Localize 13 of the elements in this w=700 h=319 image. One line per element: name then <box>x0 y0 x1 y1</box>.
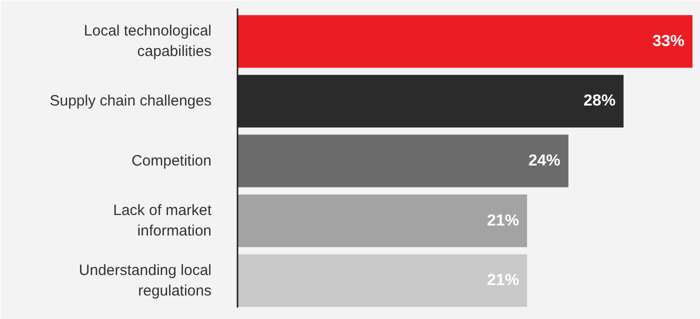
y-tick-label: Competition <box>131 152 212 170</box>
bar <box>238 15 692 68</box>
data-label: 33% <box>652 32 685 50</box>
y-tick-label: Lack of market information <box>113 202 212 240</box>
y-tick-label: Supply chain challenges <box>50 92 212 110</box>
bar <box>238 134 568 188</box>
data-label: 21% <box>487 212 520 230</box>
y-tick-label: Local technological capabilities <box>84 22 212 60</box>
data-label: 28% <box>584 92 616 110</box>
y-tick-label: Understanding local regulations <box>78 262 212 300</box>
data-label: 24% <box>528 152 560 170</box>
bar <box>238 194 528 248</box>
bar <box>238 254 528 307</box>
